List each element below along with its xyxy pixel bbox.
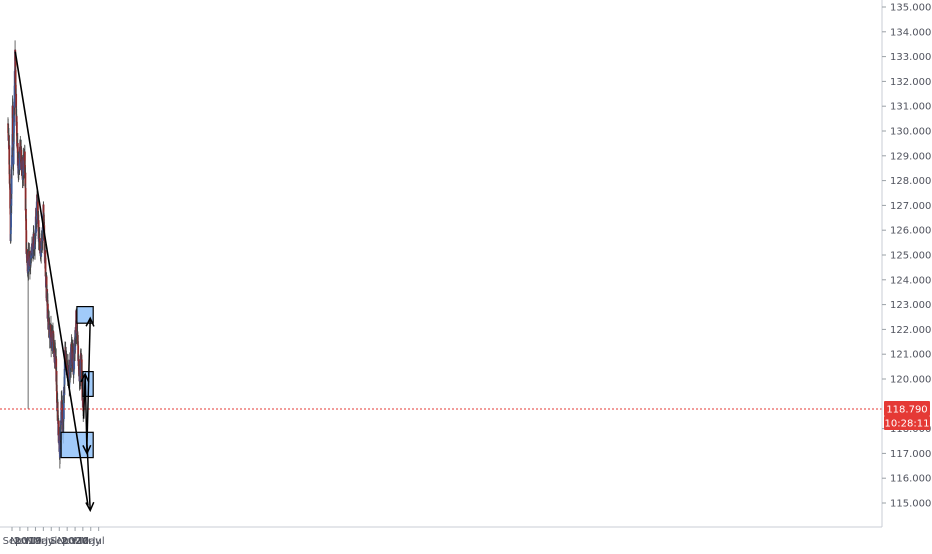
candle-body	[25, 218, 28, 231]
x-tick-label: Mar	[73, 536, 93, 547]
candle-body	[62, 391, 65, 420]
candle-body	[44, 257, 47, 277]
y-tick-label: 128.000	[890, 176, 931, 187]
candle-body	[46, 303, 49, 314]
candle-body	[57, 420, 60, 444]
trendline-layer[interactable]	[14, 51, 89, 506]
y-tick-label: 134.000	[890, 27, 931, 38]
y-tick-label: 130.000	[890, 127, 931, 138]
arrow-line[interactable]	[86, 443, 91, 511]
candle-body	[11, 105, 14, 119]
candle-body	[12, 143, 15, 165]
y-tick-label: 131.000	[890, 102, 931, 113]
countdown-badge	[884, 416, 930, 431]
candle-body	[11, 155, 13, 167]
y-tick-label: 120.000	[890, 375, 931, 386]
candle-body	[15, 121, 18, 135]
candle-body	[9, 187, 12, 209]
candle-body	[15, 93, 18, 115]
x-tick-label: Sep	[50, 536, 69, 547]
x-tick-label: 2019	[14, 536, 42, 547]
y-tick-label: 126.000	[890, 226, 931, 237]
candle-body	[25, 208, 27, 219]
y-tick-label: 135.000	[890, 3, 931, 14]
candle-body	[12, 118, 14, 142]
current-price-badge	[884, 401, 930, 417]
trendline[interactable]	[14, 51, 89, 506]
y-tick-label: 116.000	[890, 474, 931, 485]
candle-body	[25, 230, 28, 254]
x-tick-label: May	[33, 536, 54, 547]
candle-body	[23, 151, 26, 165]
x-tick-label: Mar	[26, 536, 46, 547]
y-tick-label: 122.000	[890, 325, 931, 336]
candle-body	[59, 448, 61, 458]
candle-body	[15, 116, 18, 122]
candle-body	[14, 60, 17, 70]
y-tick-label: 121.000	[890, 350, 931, 361]
candle-body	[14, 69, 17, 85]
candle-body	[28, 250, 31, 257]
y-tick-label: 125.000	[890, 251, 931, 262]
arrow-head[interactable]	[85, 501, 95, 513]
candle-body	[42, 204, 45, 214]
candle-body	[10, 169, 13, 194]
y-tick-label: 132.000	[890, 77, 931, 88]
x-tick-label: Sep	[3, 536, 22, 547]
candle-body	[56, 390, 58, 403]
candle-body	[10, 227, 12, 235]
candle-body	[77, 345, 80, 361]
candles-layer	[7, 40, 85, 469]
candle-body	[82, 399, 85, 411]
candle-body	[16, 134, 18, 147]
candle-body	[44, 250, 47, 258]
candle-body	[13, 121, 15, 133]
candle-body	[8, 145, 11, 165]
x-tick-label: Jul	[44, 536, 57, 547]
arrow-line[interactable]	[86, 318, 91, 444]
y-tick-label: 115.000	[890, 499, 931, 510]
candle-body	[13, 85, 16, 108]
x-tick-label: Jul	[92, 536, 105, 547]
y-tick-label: 133.000	[890, 52, 931, 63]
arrow-head[interactable]	[85, 316, 95, 327]
x-tick-label: May	[80, 536, 101, 547]
arrows-layer[interactable]	[80, 316, 95, 513]
candle-body	[8, 164, 11, 175]
x-tick-label: Nov	[57, 536, 77, 547]
candle-body	[21, 159, 24, 177]
y-tick-label: 117.000	[890, 449, 931, 460]
candle-body	[24, 172, 27, 188]
candle-body	[30, 253, 33, 259]
y-tick-label: 123.000	[890, 300, 931, 311]
candle-body	[18, 146, 21, 170]
candle-body	[63, 368, 66, 385]
countdown-label: 10:28:11	[885, 419, 930, 430]
candle-body	[20, 149, 23, 161]
candle-body	[10, 193, 13, 206]
x-tick-label: 2020	[61, 536, 89, 547]
x-tick-label: Nov	[10, 536, 30, 547]
y-tick-label: 127.000	[890, 201, 931, 212]
current-price-label: 118.790	[886, 405, 927, 416]
y-tick-label: 124.000	[890, 275, 931, 286]
candle-body	[61, 404, 64, 419]
candle-body	[60, 421, 63, 425]
candle-body	[81, 375, 84, 389]
y-tick-label: 129.000	[890, 151, 931, 162]
candle-body	[10, 213, 12, 228]
